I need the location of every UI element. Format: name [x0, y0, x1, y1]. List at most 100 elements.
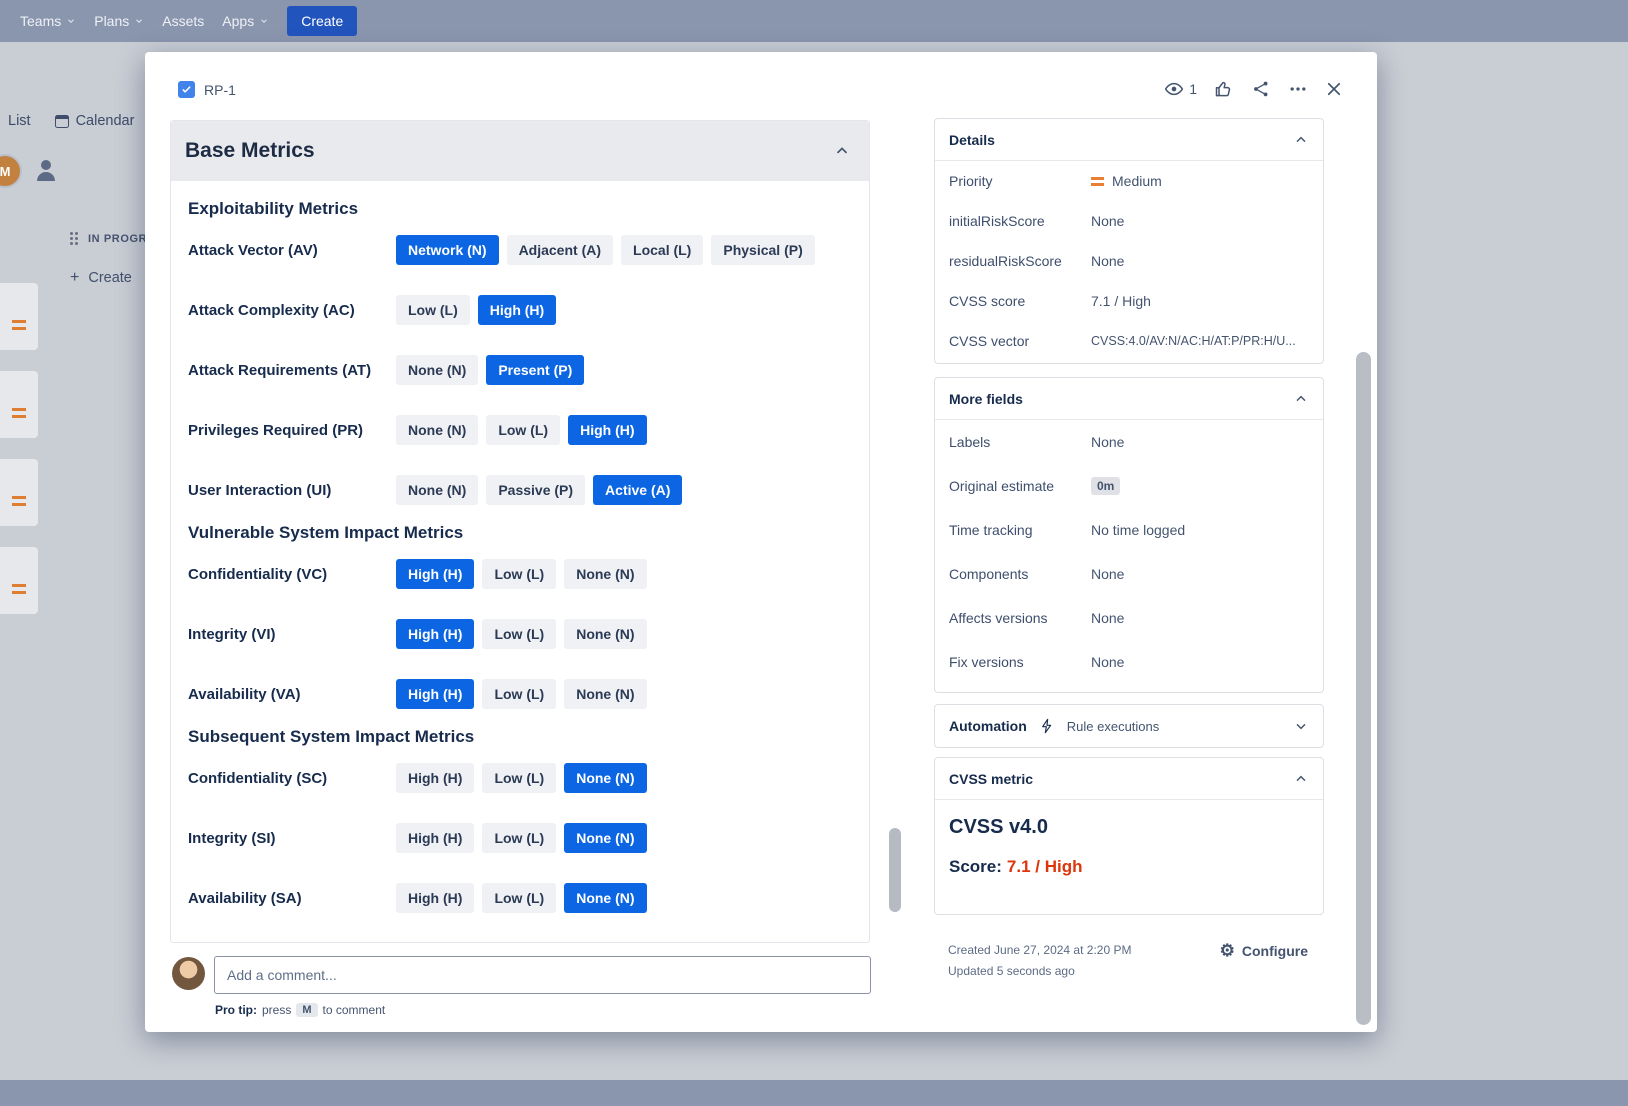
option-none[interactable]: None (N) [564, 559, 647, 589]
tab-list[interactable]: List [8, 113, 31, 129]
option-low[interactable]: Low (L) [486, 415, 561, 445]
field-value[interactable]: None [1091, 610, 1124, 626]
option-adjacent[interactable]: Adjacent (A) [506, 235, 614, 265]
nav-item-plans[interactable]: Plans [94, 13, 144, 29]
share-button[interactable] [1251, 79, 1271, 99]
nav-item-teams[interactable]: Teams [20, 13, 76, 29]
watch-button[interactable]: 1 [1164, 79, 1197, 99]
option-none[interactable]: None (N) [564, 679, 647, 709]
field-value-text: No time logged [1091, 522, 1186, 538]
option-low[interactable]: Low (L) [396, 295, 470, 325]
option-none[interactable]: None (N) [396, 475, 479, 505]
chevron-up-icon[interactable] [1293, 771, 1309, 787]
option-high[interactable]: High (H) [396, 823, 475, 853]
field-value[interactable]: None [1091, 654, 1124, 670]
add-people-icon[interactable] [33, 158, 59, 184]
option-none[interactable]: None (N) [396, 355, 479, 385]
nav-create-button[interactable]: Create [287, 6, 358, 36]
board-card[interactable] [0, 459, 38, 526]
option-low[interactable]: Low (L) [482, 679, 557, 709]
field-value[interactable]: No time logged [1091, 522, 1185, 538]
board-card[interactable] [0, 371, 38, 438]
option-present[interactable]: Present (P) [486, 355, 585, 385]
priority-medium-icon [12, 496, 26, 506]
option-low[interactable]: Low (L) [482, 559, 557, 589]
option-low[interactable]: Low (L) [482, 883, 557, 913]
panel-title: CVSS metric [949, 770, 1034, 787]
option-high[interactable]: High (H) [396, 883, 475, 913]
field-label: Labels [949, 434, 991, 450]
chevron-up-icon[interactable] [833, 142, 851, 160]
field-label: CVSS score [949, 293, 1026, 309]
option-high[interactable]: High (H) [396, 619, 475, 649]
more-fields-panel-header[interactable]: More fields [935, 378, 1323, 420]
field-value[interactable]: Medium [1091, 173, 1162, 189]
option-none[interactable]: None (N) [564, 763, 647, 793]
option-none[interactable]: None (N) [564, 883, 647, 913]
metric-row-integrity-vi: Integrity (VI) High (H) Low (L) None (N) [188, 604, 853, 664]
option-none[interactable]: None (N) [564, 823, 647, 853]
metric-label: Availability (VA) [188, 685, 301, 703]
field-value[interactable]: None [1091, 253, 1124, 269]
option-low[interactable]: Low (L) [482, 763, 557, 793]
option-low[interactable]: Low (L) [482, 823, 557, 853]
option-none[interactable]: None (N) [396, 415, 479, 445]
field-value[interactable]: None [1091, 566, 1124, 582]
field-affects-versions: Affects versions None [935, 596, 1323, 640]
field-value[interactable]: 7.1 / High [1091, 293, 1151, 309]
option-high[interactable]: High (H) [396, 763, 475, 793]
breadcrumb[interactable]: RP-1 [178, 81, 236, 98]
group-heading: Vulnerable System Impact Metrics [188, 523, 464, 542]
metric-row-privileges-required: Privileges Required (PR) None (N) Low (L… [188, 400, 853, 460]
option-network[interactable]: Network (N) [396, 235, 499, 265]
option-high[interactable]: High (H) [477, 295, 557, 325]
option-high[interactable]: High (H) [568, 415, 647, 445]
base-metrics-header[interactable]: Base Metrics [171, 121, 869, 181]
metric-label: Integrity (VI) [188, 625, 276, 643]
board-create-button[interactable]: + Create [70, 269, 132, 287]
more-actions-button[interactable] [1288, 79, 1308, 99]
option-physical[interactable]: Physical (P) [711, 235, 815, 265]
close-button[interactable] [1325, 80, 1343, 98]
chevron-down-icon [261, 19, 268, 23]
comment-input[interactable] [214, 956, 871, 994]
option-passive[interactable]: Passive (P) [486, 475, 586, 505]
pro-tip-press: press [262, 1003, 292, 1017]
chevron-up-icon[interactable] [1293, 132, 1309, 148]
field-value[interactable]: None [1091, 213, 1124, 229]
field-label: CVSS vector [949, 333, 1030, 349]
lightning-icon [1041, 718, 1051, 734]
metric-options: High (H) Low (L) None (N) [396, 763, 647, 793]
nav-item-apps[interactable]: Apps [222, 13, 269, 29]
board-card[interactable] [0, 283, 38, 350]
drag-handle-icon[interactable] [70, 232, 73, 235]
cvss-metric-panel-header[interactable]: CVSS metric [935, 758, 1323, 800]
ellipsis-icon [1290, 87, 1306, 91]
chevron-down-icon[interactable] [1293, 718, 1309, 734]
dialog-scrollbar-thumb[interactable] [1356, 352, 1371, 1025]
option-none[interactable]: None (N) [564, 619, 647, 649]
gear-icon: ⚙ [1219, 941, 1235, 960]
board-card[interactable] [0, 547, 38, 614]
field-value[interactable]: CVSS:4.0/AV:N/AC:H/AT:P/PR:H/U... [1091, 334, 1296, 348]
field-value[interactable]: 0m [1091, 477, 1121, 495]
option-high[interactable]: High (H) [396, 679, 475, 709]
option-low[interactable]: Low (L) [482, 619, 557, 649]
field-value[interactable]: None [1091, 434, 1124, 450]
option-active[interactable]: Active (A) [593, 475, 683, 505]
tab-calendar[interactable]: Calendar [54, 113, 134, 129]
like-button[interactable] [1214, 79, 1234, 99]
nav-item-assets[interactable]: Assets [162, 13, 204, 29]
configure-button[interactable]: ⚙ Configure [1220, 942, 1308, 959]
details-panel-header[interactable]: Details [935, 119, 1323, 161]
option-local[interactable]: Local (L) [621, 235, 704, 265]
issue-dialog: RP-1 1 [145, 52, 1377, 1032]
option-high[interactable]: High (H) [396, 559, 475, 589]
automation-header[interactable]: Automation Rule executions [935, 705, 1323, 747]
content-scrollbar-thumb[interactable] [889, 828, 901, 912]
chevron-up-icon[interactable] [1293, 391, 1309, 407]
cvss-score-label: Score: [949, 857, 1002, 876]
priority-medium-icon [12, 584, 26, 594]
avatar[interactable]: M [0, 154, 22, 188]
metric-options: High (H) Low (L) None (N) [396, 679, 647, 709]
